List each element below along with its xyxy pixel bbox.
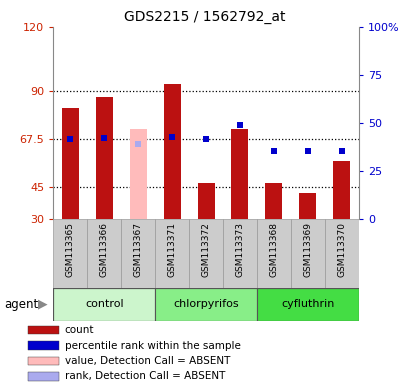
Bar [53, 288, 155, 321]
Text: GDS2215 / 1562792_at: GDS2215 / 1562792_at [124, 10, 285, 23]
Text: ▶: ▶ [38, 298, 48, 311]
Bar [222, 219, 256, 288]
Bar [87, 219, 121, 288]
Bar [28, 341, 59, 350]
Text: GSM113365: GSM113365 [65, 222, 74, 277]
Bar [324, 219, 358, 288]
Bar [121, 219, 155, 288]
Bar [265, 183, 282, 219]
Bar [163, 84, 180, 219]
Bar [155, 219, 189, 288]
Text: GSM113373: GSM113373 [235, 222, 244, 277]
Text: GSM113367: GSM113367 [133, 222, 142, 277]
Bar [28, 357, 59, 365]
Text: control: control [85, 299, 123, 310]
Bar [53, 219, 87, 288]
Text: rank, Detection Call = ABSENT: rank, Detection Call = ABSENT [65, 371, 225, 381]
Bar [231, 129, 248, 219]
Bar [333, 161, 349, 219]
Bar [129, 129, 146, 219]
Bar [256, 288, 358, 321]
Bar [299, 193, 316, 219]
Bar [28, 372, 59, 381]
Bar [62, 108, 79, 219]
Text: GSM113369: GSM113369 [303, 222, 312, 277]
Text: GSM113368: GSM113368 [269, 222, 278, 277]
Bar [197, 183, 214, 219]
Text: GSM113372: GSM113372 [201, 222, 210, 277]
Bar [189, 219, 222, 288]
Text: chlorpyrifos: chlorpyrifos [173, 299, 238, 310]
Bar [28, 326, 59, 334]
Bar [95, 97, 112, 219]
Text: GSM113371: GSM113371 [167, 222, 176, 277]
Text: percentile rank within the sample: percentile rank within the sample [65, 341, 240, 351]
Bar [290, 219, 324, 288]
Text: count: count [65, 325, 94, 335]
Text: cyfluthrin: cyfluthrin [281, 299, 334, 310]
Text: value, Detection Call = ABSENT: value, Detection Call = ABSENT [65, 356, 229, 366]
Bar [256, 219, 290, 288]
Text: GSM113370: GSM113370 [337, 222, 346, 277]
Bar [155, 288, 256, 321]
Text: agent: agent [4, 298, 38, 311]
Text: GSM113366: GSM113366 [99, 222, 108, 277]
